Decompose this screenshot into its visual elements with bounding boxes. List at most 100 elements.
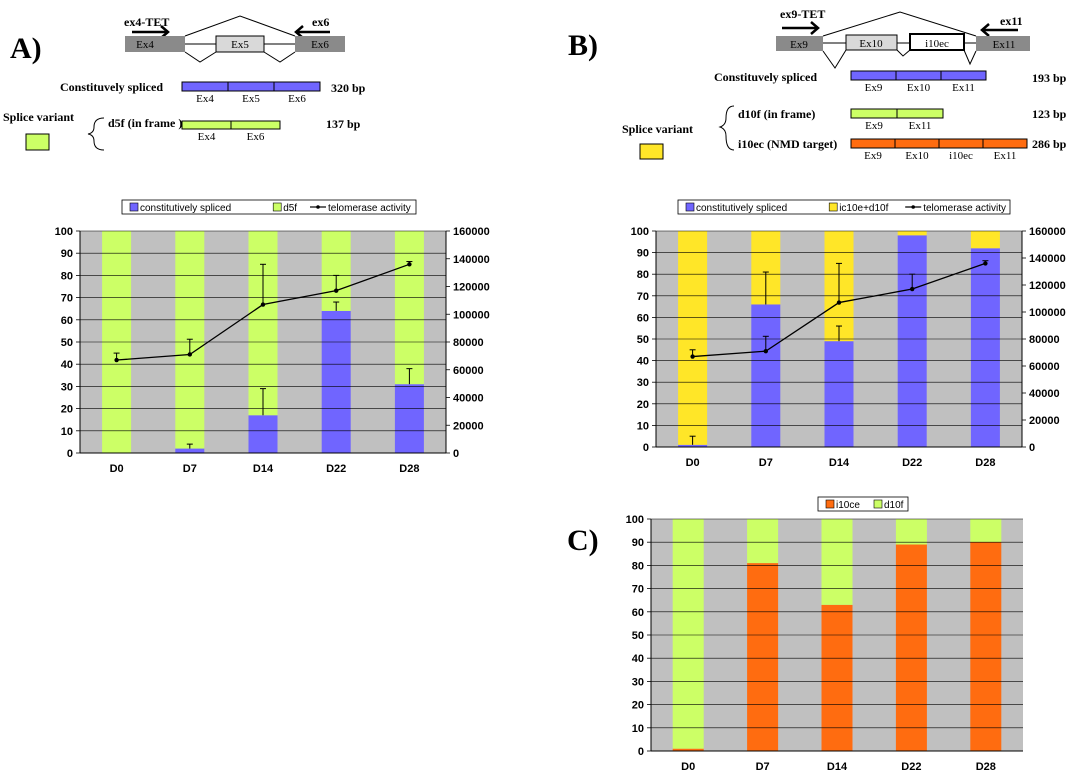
transcript-segment-label: Ex9 [865, 120, 883, 132]
bar-i10ce [895, 544, 927, 751]
variant-brace [718, 105, 735, 151]
y2-tick-label: 20000 [1029, 415, 1060, 427]
x-tick-label: D22 [902, 457, 922, 469]
variant1-transcript: Ex9 Ex11 [850, 108, 944, 132]
transcript-segment [227, 81, 275, 92]
y-tick-label: 90 [637, 248, 649, 260]
bar-d10f [747, 519, 779, 564]
variant2-label: i10ec (NMD target) [738, 137, 837, 151]
exon-box [295, 36, 345, 52]
constitutive-label: Constituvely spliced [714, 70, 817, 84]
bar-ic10e+d10f [678, 231, 708, 445]
transcript-segment [230, 120, 281, 130]
y-tick-label: 10 [637, 420, 649, 432]
legend-box [121, 199, 417, 215]
primer-reverse-label: ex11 [1000, 14, 1023, 28]
exon-label: Ex6 [311, 39, 329, 51]
y2-tick-label: 100000 [1029, 307, 1066, 319]
x-tick-label: D22 [326, 463, 346, 475]
transcript-segment-label: Ex5 [242, 93, 260, 105]
transcript-segment-label: Ex9 [865, 82, 883, 94]
y2-tick-label: 60000 [453, 365, 484, 377]
y2-tick-label: 20000 [453, 420, 484, 432]
transcript-segment [982, 138, 1028, 149]
x-tick-label: D28 [975, 457, 995, 469]
bar-constitutively-spliced [751, 304, 781, 447]
exon-box [215, 35, 265, 53]
exon-label: Ex5 [231, 39, 249, 51]
bar-constitutively-spliced [248, 415, 278, 453]
telomerase-point [983, 261, 988, 266]
y-tick-label: 20 [637, 399, 649, 411]
variant-brace [87, 117, 105, 151]
variant-transcript: Ex4 Ex6 [181, 120, 281, 143]
splice-variant-label: Splice variant [3, 110, 74, 124]
bar-i10ce [821, 604, 853, 751]
variant2-transcript: Ex9 Ex10 i10ec Ex11 [850, 138, 1028, 162]
y-tick-label: 100 [631, 226, 649, 238]
transcript-segment [850, 70, 897, 81]
legend-color-swatch [828, 202, 838, 212]
legend-box [817, 496, 909, 512]
telomerase-point [260, 302, 266, 307]
legend-entry: telomerase activity [328, 203, 411, 214]
y2-tick-label: 0 [1029, 442, 1035, 454]
variant1-label: d10f (in frame) [738, 107, 815, 121]
splice-junction [822, 49, 847, 69]
y-tick-label: 90 [61, 248, 73, 260]
telomerase-point [334, 288, 339, 293]
primer-forward-arrowhead [810, 21, 820, 35]
x-tick-label: D28 [399, 463, 419, 475]
bar-constitutively-spliced [824, 341, 854, 447]
chart-legend: constitutively spliced d5f telomerase acti… [121, 199, 417, 215]
transcript-segment-label: Ex4 [198, 131, 216, 143]
transcript-segment-label: Ex6 [288, 93, 306, 105]
y-tick-label: 10 [61, 426, 73, 438]
panel-b-diagram: B) ex9-TET ex11 Ex9 Ex10 i10ec Ex11 Cons… [568, 7, 1067, 162]
transcript-segment [894, 138, 940, 149]
transcript-segment-label: i10ec [949, 150, 973, 162]
legend-entry: constitutively spliced [140, 203, 231, 214]
y2-tick-label: 80000 [453, 337, 484, 349]
x-tick-label: D7 [759, 457, 773, 469]
x-tick-label: D22 [901, 761, 921, 772]
bar-d10f [672, 519, 704, 749]
telomerase-point [690, 354, 695, 359]
bar-constitutively-spliced [970, 248, 1000, 447]
transcript-segment [850, 108, 898, 119]
y-tick-label: 90 [632, 537, 644, 549]
legend-entry: ic10e+d10f [839, 203, 888, 214]
splice-junction [184, 51, 217, 63]
primer-forward-label: ex9-TET [780, 7, 825, 21]
primer-forward-label: ex4-TET [124, 15, 169, 29]
telomerase-point [114, 357, 119, 363]
transcript-segment-label: Ex9 [864, 150, 882, 162]
primer-reverse-label: ex6 [312, 15, 329, 29]
y2-tick-label: 120000 [1029, 280, 1066, 292]
exon-label: Ex4 [136, 39, 154, 51]
legend-box [677, 199, 1011, 215]
y-tick-label: 0 [638, 746, 644, 758]
legend-color-swatch [825, 499, 835, 509]
variant-color-swatch [25, 133, 50, 151]
legend-entry: d5f [283, 203, 297, 214]
chart-legend: constitutively spliced ic10e+d10f telomera… [677, 199, 1011, 215]
y2-tick-label: 160000 [1029, 226, 1066, 238]
y-tick-label: 40 [637, 356, 649, 368]
bar-d10f [895, 519, 927, 545]
y2-tick-label: 140000 [1029, 253, 1066, 265]
transcript-segment [940, 70, 987, 81]
legend-entry: d10f [884, 500, 904, 511]
y-tick-label: 60 [632, 607, 644, 619]
y-tick-label: 70 [637, 291, 649, 303]
exon-label: Ex11 [993, 39, 1016, 51]
y2-tick-label: 60000 [1029, 361, 1060, 373]
constitutive-transcript: Ex9 Ex10 Ex11 [850, 70, 987, 94]
y-tick-label: 80 [632, 560, 644, 572]
x-tick-label: D7 [183, 463, 197, 475]
chart-legend: i10ce d10f [817, 496, 909, 512]
primer-reverse-arrowhead [980, 23, 990, 37]
bar-i10ce [672, 748, 704, 751]
legend-entry: constitutively spliced [696, 203, 787, 214]
